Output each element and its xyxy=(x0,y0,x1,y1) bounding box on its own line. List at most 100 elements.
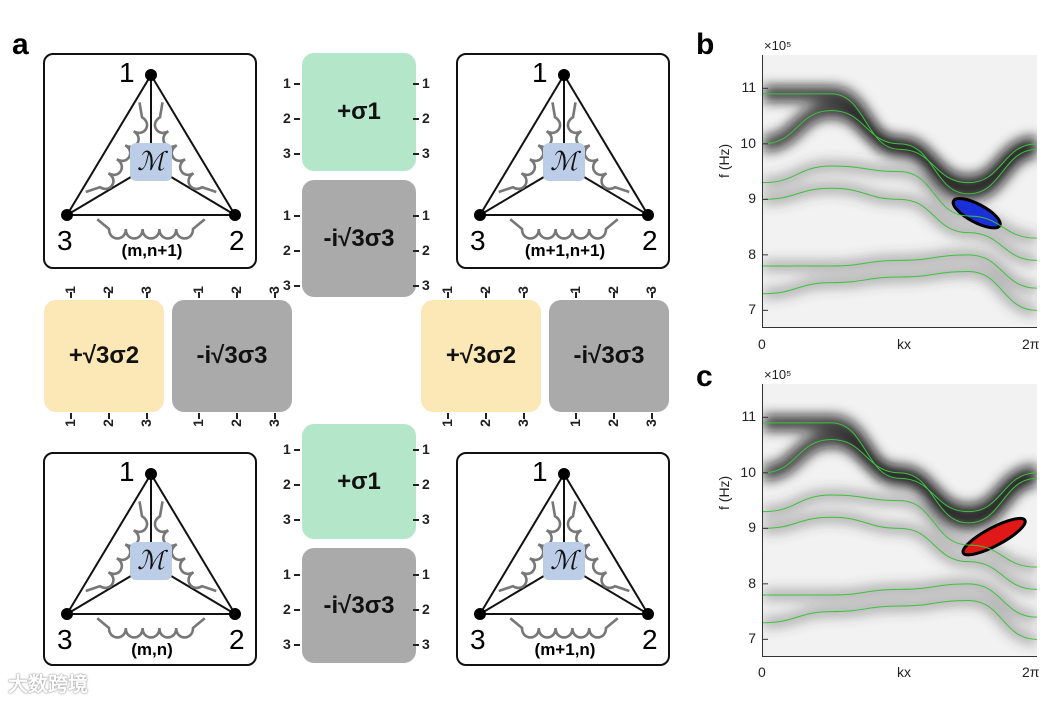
band-line-band-4 xyxy=(763,187,1037,261)
spring-1-2 xyxy=(566,501,630,593)
coupling-sigma3-left: -i√3σ3 xyxy=(172,300,292,412)
tick-label: 1 xyxy=(283,75,291,91)
edge-1-2 xyxy=(150,473,236,615)
node-dot xyxy=(61,608,73,620)
node-label-2: 2 xyxy=(229,225,245,256)
plot-b xyxy=(762,55,1037,328)
tick-mark xyxy=(294,484,300,486)
tick-label: 2 xyxy=(283,601,291,617)
tick-label: 2 xyxy=(283,476,291,492)
cell-coordinate: (m,n) xyxy=(131,640,173,659)
tick-mark xyxy=(413,118,419,120)
tick-mark xyxy=(485,413,487,419)
tick-mark xyxy=(413,484,419,486)
tick-label: 1 xyxy=(422,207,430,223)
ytick-label: 11 xyxy=(741,408,756,425)
tick-label: 2 xyxy=(283,242,291,258)
tick-mark xyxy=(413,609,419,611)
tick-mark xyxy=(294,215,300,217)
plot-b-xtick-0: 0 xyxy=(758,336,766,352)
spring-3-2 xyxy=(96,218,206,240)
tick-mark xyxy=(198,292,200,298)
cell-coordinate: (m,n+1) xyxy=(121,241,183,260)
cell-graph xyxy=(61,69,241,240)
tick-label: 3 xyxy=(265,419,282,427)
spring-1-3 xyxy=(498,501,562,593)
unit-cell-m1-n1: 1 3 2 (m+1,n+1) ℳ xyxy=(456,53,670,269)
tick-mark xyxy=(413,449,419,451)
tick-mark xyxy=(294,153,300,155)
tick-mark xyxy=(413,83,419,85)
band-line-band-5 xyxy=(763,583,1037,618)
ytick-label: 9 xyxy=(748,519,756,536)
tick-mark xyxy=(447,413,449,419)
tick-mark xyxy=(294,644,300,646)
band-line-band-3 xyxy=(763,165,1037,239)
node-dot xyxy=(229,209,241,221)
tick-label: 3 xyxy=(642,419,659,427)
ytick-label: 8 xyxy=(748,245,756,262)
ytick-label: 9 xyxy=(748,190,756,207)
spring-3-2 xyxy=(96,617,206,639)
tick-mark xyxy=(485,292,487,298)
ytick-label: 10 xyxy=(740,463,756,480)
node-dot xyxy=(145,69,157,81)
tick-mark xyxy=(523,413,525,419)
node-label-3: 3 xyxy=(470,624,486,655)
tick-mark xyxy=(613,292,615,298)
tick-mark xyxy=(108,292,110,298)
tick-mark xyxy=(413,215,419,217)
coupling-label: -i√3σ3 xyxy=(573,342,645,369)
coupling-label: +σ1 xyxy=(337,98,381,125)
tick-label: 3 xyxy=(422,145,430,161)
band-line-band-4 xyxy=(763,516,1037,590)
tick-label: 1 xyxy=(189,419,206,427)
tick-mark xyxy=(413,519,419,521)
tick-mark xyxy=(294,519,300,521)
tick-mark xyxy=(413,285,419,287)
tick-mark xyxy=(613,413,615,419)
node-dot xyxy=(474,209,486,221)
spring-1-2 xyxy=(153,102,217,194)
unit-cell-m1-n: 1 3 2 (m+1,n) ℳ xyxy=(456,452,670,666)
coupling-sigma1-top: +σ1 xyxy=(302,53,416,171)
edge-1-3 xyxy=(66,473,152,615)
node-dot xyxy=(642,209,654,221)
spring-1-3 xyxy=(85,501,149,593)
spring-3-2 xyxy=(509,218,619,240)
tick-mark xyxy=(146,413,148,419)
plot-c-xtick-1: 2π xyxy=(1022,664,1040,680)
band-line-band-1 xyxy=(763,422,1037,513)
tick-mark xyxy=(413,574,419,576)
operator-m: ℳ xyxy=(130,542,172,580)
band-line-band-6 xyxy=(763,599,1037,640)
operator-m: ℳ xyxy=(543,143,585,181)
tick-label: 3 xyxy=(283,511,291,527)
plot-c-xtick-0: 0 xyxy=(758,664,766,680)
panel-label-c: c xyxy=(696,360,713,393)
node-dot xyxy=(474,608,486,620)
node-dot xyxy=(229,608,241,620)
tick-mark xyxy=(294,250,300,252)
tick-mark xyxy=(70,413,72,419)
node-label-2: 2 xyxy=(229,624,245,655)
plot-b-xlabel: kx xyxy=(897,336,911,352)
tick-mark xyxy=(447,292,449,298)
watermark: 大数跨境 xyxy=(8,674,88,696)
ytick-label: 7 xyxy=(748,301,756,318)
tick-label: 1 xyxy=(422,441,430,457)
node-label-1: 1 xyxy=(119,57,135,88)
tick-mark xyxy=(236,292,238,298)
plot-c-ylabel-text: f (Hz) xyxy=(716,475,732,510)
node-label-1: 1 xyxy=(532,57,548,88)
ytick-label: 10 xyxy=(740,134,756,151)
edge-1-3 xyxy=(66,74,152,216)
tick-mark xyxy=(523,292,525,298)
unit-cell-m-n: 1 3 2 (m,n) ℳ xyxy=(43,452,257,666)
plot-b-canvas xyxy=(763,85,1037,316)
unit-cell-m-n1: 1 3 2 (m,n+1) ℳ xyxy=(43,53,257,269)
spring-3-2 xyxy=(509,617,619,639)
plot-c-canvas xyxy=(763,414,1037,645)
node-label-2: 2 xyxy=(642,225,658,256)
spring-1-3 xyxy=(498,102,562,194)
